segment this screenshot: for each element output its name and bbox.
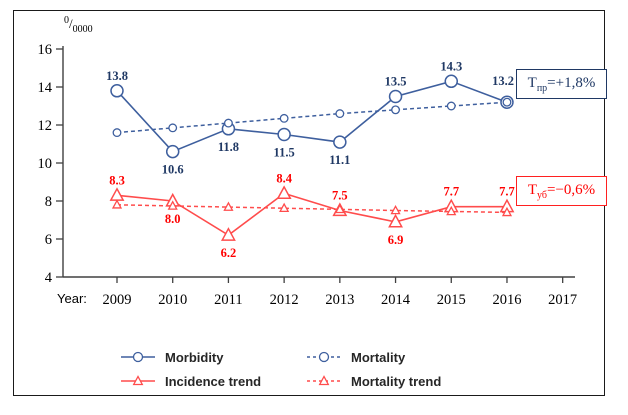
svg-text:14: 14 xyxy=(38,80,53,96)
svg-text:8.4: 8.4 xyxy=(276,171,292,185)
svg-text:6: 6 xyxy=(45,232,52,248)
growth-rate-text: Tпр=+1,8% xyxy=(527,74,596,94)
svg-text:7.7: 7.7 xyxy=(443,185,459,199)
incidence-trend-legend-swatch xyxy=(121,375,155,386)
svg-text:2015: 2015 xyxy=(437,292,466,308)
svg-text:2012: 2012 xyxy=(270,292,299,308)
svg-text:7.5: 7.5 xyxy=(332,189,348,203)
legend-label-morbidity: Morbidity xyxy=(165,349,224,365)
svg-text:6.2: 6.2 xyxy=(221,246,237,260)
decline-rate-annotation: Tуб=−0,6% xyxy=(516,176,607,206)
unit-slash: / xyxy=(69,16,73,31)
unit-sup: 0 xyxy=(64,15,69,26)
svg-text:2011: 2011 xyxy=(214,292,242,308)
svg-text:11.8: 11.8 xyxy=(218,140,239,154)
svg-text:13.2: 13.2 xyxy=(492,74,514,88)
legend-label-mortality-trend: Mortality trend xyxy=(351,373,442,389)
svg-text:8.3: 8.3 xyxy=(109,173,125,187)
growth-rate-annotation: Tпр=+1,8% xyxy=(516,69,607,99)
svg-text:13.5: 13.5 xyxy=(385,75,407,89)
svg-text:16: 16 xyxy=(38,42,53,58)
svg-text:8: 8 xyxy=(45,194,52,210)
svg-text:Year:: Year: xyxy=(57,291,87,306)
svg-text:6.9: 6.9 xyxy=(388,233,404,247)
svg-text:13.8: 13.8 xyxy=(106,69,128,83)
mortality-legend-swatch xyxy=(307,351,341,363)
morbidity-legend-swatch xyxy=(121,351,155,363)
svg-text:2013: 2013 xyxy=(325,292,354,308)
legend: Morbidity Mortality Incidence trend Mort… xyxy=(120,349,441,389)
svg-text:2017: 2017 xyxy=(548,292,577,308)
svg-text:2010: 2010 xyxy=(158,292,187,308)
unit-sub: 0000 xyxy=(72,24,93,35)
svg-text:2009: 2009 xyxy=(103,292,132,308)
mortality-trend-legend-swatch xyxy=(307,375,341,386)
legend-label-incidence-trend: Incidence trend xyxy=(165,373,262,389)
svg-text:8.0: 8.0 xyxy=(165,212,181,226)
svg-text:11.5: 11.5 xyxy=(274,146,295,160)
svg-text:11.1: 11.1 xyxy=(329,153,350,167)
svg-text:10: 10 xyxy=(38,156,53,172)
svg-text:2016: 2016 xyxy=(492,292,521,308)
svg-text:7.7: 7.7 xyxy=(499,185,515,199)
svg-text:12: 12 xyxy=(38,118,53,134)
svg-text:10.6: 10.6 xyxy=(162,163,184,177)
svg-text:14.3: 14.3 xyxy=(440,59,462,73)
y-axis-unit-label: 0/0000 xyxy=(64,15,93,35)
svg-text:4: 4 xyxy=(45,270,53,286)
svg-text:2014: 2014 xyxy=(381,292,411,308)
decline-rate-text: Tуб=−0,6% xyxy=(527,181,596,201)
legend-label-mortality: Mortality xyxy=(351,349,406,365)
